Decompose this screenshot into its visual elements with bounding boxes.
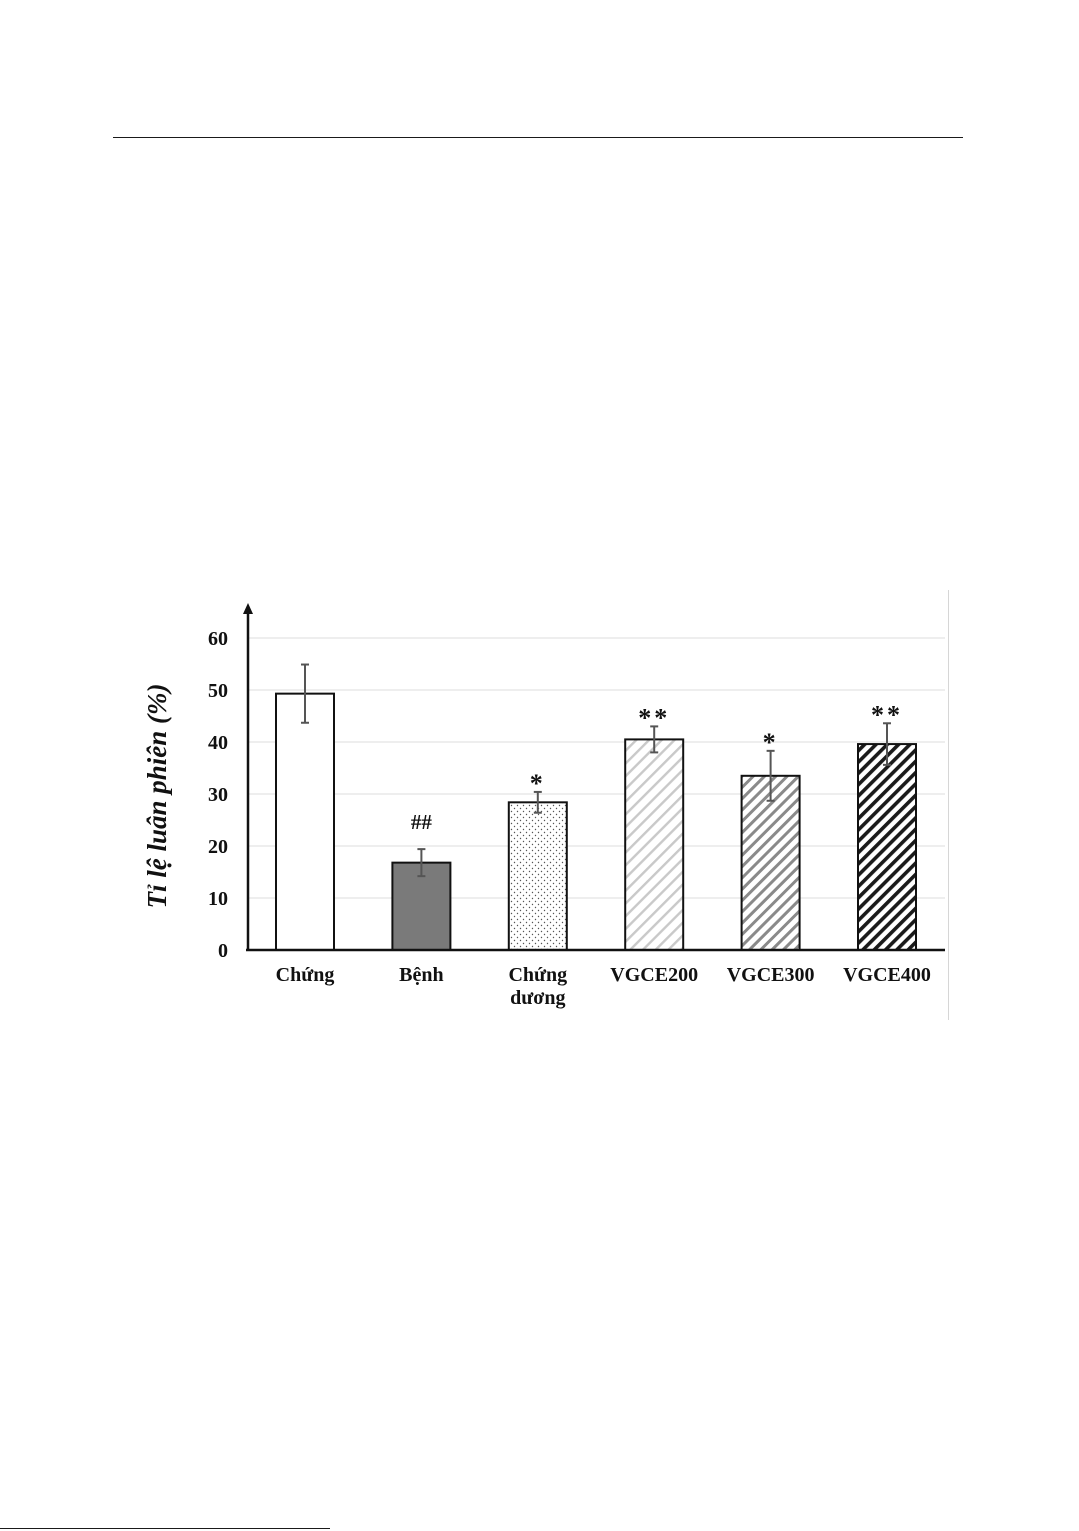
bar [740,774,801,951]
x-tick-label: Chứng [276,964,335,986]
labels: 0102030405060Chứng##Bệnh*Chứngdương**VGC… [142,628,931,1009]
x-tick-label: Bệnh [399,964,443,986]
x-tick-label: VGCE400 [843,964,931,986]
significance-annotation: ## [411,810,433,834]
header-rule [113,137,963,138]
figure-border [948,590,949,1020]
y-tick-label: 60 [208,628,228,650]
y-tick-label: 10 [208,888,228,910]
y-tick-label: 40 [208,732,228,754]
gridlines [248,637,945,899]
bar [275,692,335,951]
significance-annotation: * [530,769,546,798]
y-tick-label: 30 [208,784,228,806]
x-tick-label: dương [510,987,565,1009]
significance-annotation: ** [871,700,903,729]
y-axis-arrow [243,603,253,614]
footnote-rule [0,1528,330,1529]
y-tick-label: 50 [208,680,228,702]
y-tick-label: 0 [218,940,228,962]
bar [857,743,917,952]
y-tick-label: 20 [208,836,228,858]
x-tick-label: VGCE200 [610,964,698,986]
bars [275,663,917,952]
significance-annotation: * [763,728,779,757]
y-axis-title: Tỉ lệ luân phiên (%) [142,683,172,908]
bar [624,738,685,952]
bar [507,801,568,951]
x-tick-label: Chứng [508,964,567,986]
x-tick-label: VGCE300 [727,964,815,986]
axes [243,603,945,952]
significance-annotation: ** [638,703,670,732]
